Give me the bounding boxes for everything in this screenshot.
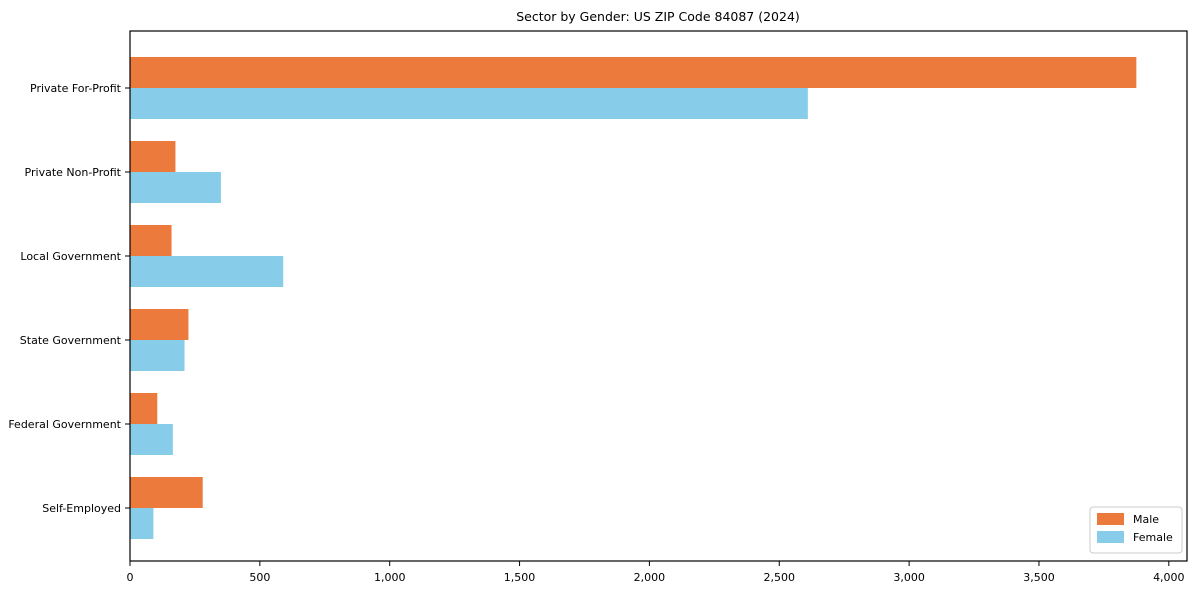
bar-female-private-for-profit <box>130 88 808 119</box>
bar-male-local-government <box>130 225 172 256</box>
y-label-local-government: Local Government <box>20 250 121 263</box>
legend-swatch-female <box>1097 531 1124 543</box>
bar-male-self-employed <box>130 477 203 508</box>
y-label-federal-government: Federal Government <box>8 418 121 431</box>
bar-female-state-government <box>130 340 185 371</box>
x-tick-label-3-000: 3,000 <box>893 571 925 584</box>
x-tick-label-500: 500 <box>249 571 270 584</box>
bar-male-private-non-profit <box>130 141 176 172</box>
bar-female-federal-government <box>130 424 173 455</box>
y-label-self-employed: Self-Employed <box>42 502 121 515</box>
legend-label-male: Male <box>1133 513 1159 526</box>
bar-female-self-employed <box>130 508 154 539</box>
x-tick-label-2-000: 2,000 <box>634 571 666 584</box>
x-tick-label-3-500: 3,500 <box>1023 571 1055 584</box>
x-tick-label-1-500: 1,500 <box>504 571 536 584</box>
x-tick-label-4-000: 4,000 <box>1153 571 1185 584</box>
bar-male-state-government <box>130 309 189 340</box>
x-tick-label-1-000: 1,000 <box>374 571 406 584</box>
bar-male-private-for-profit <box>130 57 1137 88</box>
bar-female-local-government <box>130 256 284 287</box>
x-tick-label-0: 0 <box>127 571 134 584</box>
bar-male-federal-government <box>130 393 158 424</box>
chart-title: Sector by Gender: US ZIP Code 84087 (202… <box>516 9 800 24</box>
legend-label-female: Female <box>1133 531 1173 544</box>
legend: Male Female <box>1089 506 1183 554</box>
legend-swatch-male <box>1097 513 1124 525</box>
y-label-private-for-profit: Private For-Profit <box>30 82 122 95</box>
x-tick-label-2-500: 2,500 <box>764 571 796 584</box>
plot-border <box>129 30 1188 562</box>
bar-female-private-non-profit <box>130 172 221 203</box>
y-label-private-non-profit: Private Non-Profit <box>25 166 122 179</box>
y-label-state-government: State Government <box>20 334 122 347</box>
